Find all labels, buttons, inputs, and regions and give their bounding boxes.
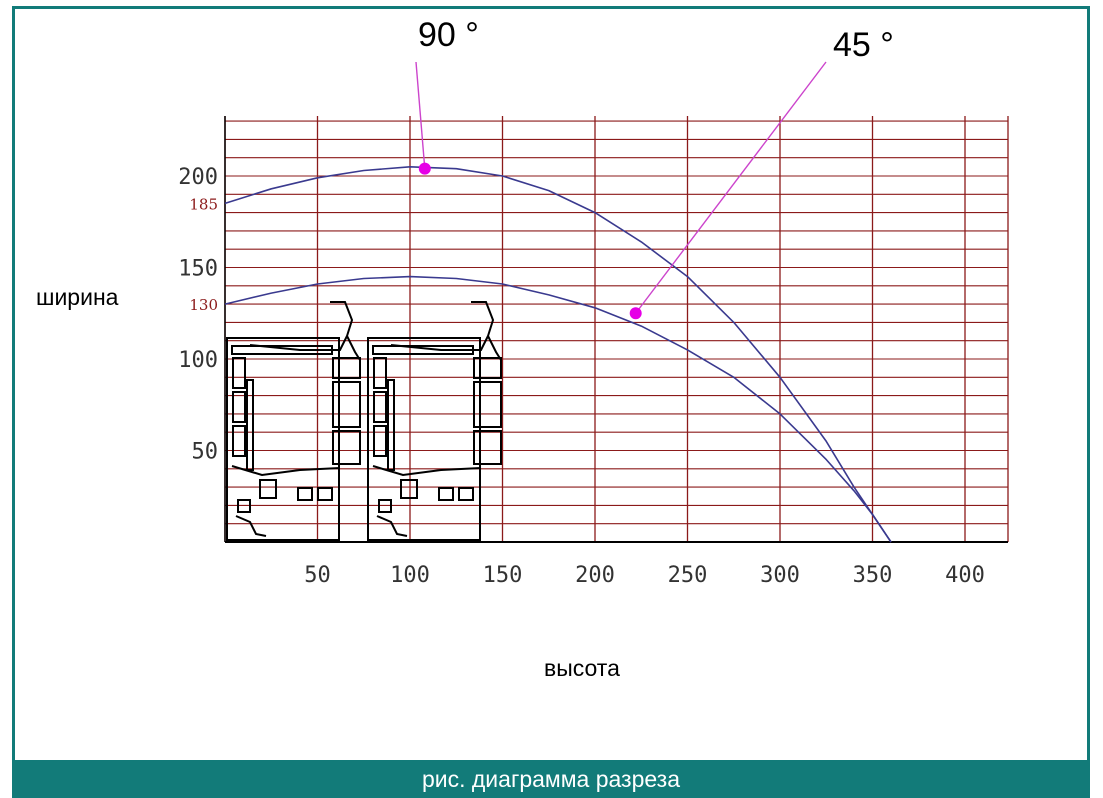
marker-45 <box>630 307 642 319</box>
x-tick-label: 350 <box>853 563 893 588</box>
curve-45 <box>225 277 891 542</box>
y-axis-label: ширина <box>36 284 118 311</box>
figure-caption: рис. диаграмма разреза <box>12 760 1090 798</box>
y-marked-value: 185 <box>189 195 218 213</box>
x-tick-label: 200 <box>575 563 615 588</box>
x-tick-label: 100 <box>390 563 430 588</box>
x-tick-label: 300 <box>760 563 800 588</box>
window-profile-drawing <box>227 302 501 540</box>
chart-area: 50 100 150 200 250 300 350 400 50 100 150 200 185 130 <box>0 0 1103 760</box>
leader-line-45 <box>636 62 826 313</box>
x-axis-label: высота <box>544 655 620 682</box>
leader-line-90 <box>416 62 425 169</box>
x-tick-label: 150 <box>483 563 523 588</box>
grid <box>225 116 1008 542</box>
y-tick-label: 200 <box>178 165 218 190</box>
x-tick-label: 50 <box>304 563 331 588</box>
annotation-45: 45 ° <box>833 26 894 65</box>
y-tick-label: 50 <box>192 440 219 465</box>
tick-labels: 50 100 150 200 250 300 350 400 50 100 150 200 185 130 <box>178 165 985 588</box>
x-tick-label: 250 <box>668 563 708 588</box>
y-marked-value: 130 <box>189 296 218 314</box>
x-tick-label: 400 <box>945 563 985 588</box>
annotation-90: 90 ° <box>418 16 479 55</box>
y-tick-label: 150 <box>178 257 218 282</box>
y-tick-label: 100 <box>178 348 218 373</box>
marker-90 <box>419 163 431 175</box>
